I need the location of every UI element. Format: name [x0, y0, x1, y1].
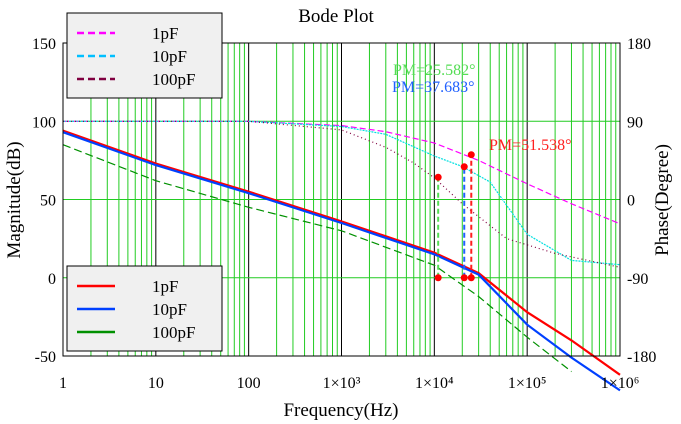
x-tick-label: 10	[148, 375, 164, 392]
pm-phase-point	[460, 163, 468, 171]
pm-label: PM=51.538°	[489, 137, 572, 154]
y-axis-label-right: Phase(Degree)	[652, 144, 673, 256]
x-tick-label: 1×10⁶	[601, 375, 640, 392]
x-tick-label: 1×10⁵	[508, 375, 547, 392]
pm-crossover-point	[467, 274, 475, 282]
y-tick-label-right: 90	[627, 114, 643, 131]
legend-label: 100pF	[152, 323, 195, 342]
y-tick-label-left: 100	[32, 114, 56, 131]
x-tick-label: 1	[59, 375, 67, 392]
y-tick-label-left: 150	[32, 36, 56, 53]
chart-title: Bode Plot	[298, 6, 374, 27]
y-tick-label-left: -50	[35, 349, 56, 366]
pm-crossover-point	[460, 274, 468, 282]
pm-label: PM=25.582°	[393, 62, 476, 79]
magnitude-line-10pF	[62, 131, 621, 392]
plot-frame	[62, 42, 621, 357]
legend-label: 1pF	[152, 277, 178, 296]
phase-margin-markers: PM=25.582°PM=37.683° PM=51.538°	[392, 62, 572, 282]
x-tick-label: 1×10⁴	[415, 375, 454, 392]
legend-magnitude: 1pF 10pF 100pF	[66, 265, 223, 352]
pm-label: PM=37.683°	[392, 79, 475, 96]
y-tick-label-right: 180	[627, 36, 651, 53]
x-tick-label: 1×10³	[323, 375, 361, 392]
pm-phase-point	[467, 151, 475, 159]
legend-phase: 1pF 10pF 100pF	[66, 12, 223, 99]
legend-label: 10pF	[152, 300, 187, 319]
phase-line-10pF	[63, 120, 621, 266]
magnitude-series-group	[62, 129, 621, 392]
magnitude-line-100pF	[62, 144, 572, 373]
legend-label: 100pF	[152, 70, 195, 89]
pm-phase-point	[434, 173, 442, 181]
phase-series-group	[63, 120, 621, 268]
phase-line-100pF	[63, 120, 621, 268]
pm-crossover-point	[434, 274, 442, 282]
y-tick-label-right: -90	[627, 271, 648, 288]
tick-labels: 1 10 100 1×10³ 1×10⁴ 1×10⁵ 1×10⁶ -50 0 50 100 150 -1…	[32, 36, 656, 392]
legend-label: 1pF	[152, 24, 178, 43]
y-tick-label-left: 0	[48, 271, 56, 288]
y-tick-label-left: 50	[40, 193, 56, 210]
x-tick-label: 100	[237, 375, 261, 392]
magnitude-line-1pF	[62, 129, 621, 376]
y-axis-label-left: Magnitude(dB)	[4, 141, 25, 258]
y-tick-label-right: 0	[627, 193, 635, 210]
legend-label: 10pF	[152, 47, 187, 66]
y-tick-label-right: -180	[627, 349, 656, 366]
x-axis-label: Frequency(Hz)	[283, 400, 398, 421]
